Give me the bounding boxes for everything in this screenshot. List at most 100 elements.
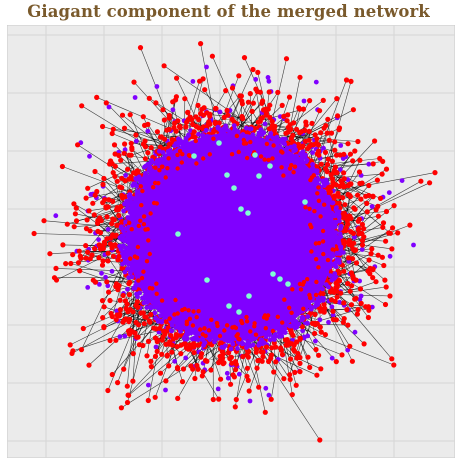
node-core [330,312,336,318]
node-core [329,355,335,361]
network-svg [7,25,455,458]
node-core [172,155,178,161]
node-periphery [252,321,257,326]
node-core [275,326,281,331]
node-periphery [324,161,331,168]
node-periphery [60,242,66,248]
node-periphery [320,228,326,234]
node-core [323,209,328,215]
node-periphery [333,152,340,158]
node-core [331,262,337,268]
node-periphery [297,281,303,287]
node-periphery [320,97,326,103]
node-periphery [174,75,180,81]
node-periphery [295,350,301,357]
node-periphery [180,307,185,313]
node-periphery [160,107,166,113]
node-periphery [322,165,329,172]
node-core [167,160,173,166]
node-periphery [157,144,163,150]
node-periphery [68,260,74,267]
node-periphery [287,376,293,382]
node-periphery [87,228,93,234]
node-core [106,104,112,110]
node-periphery [229,116,235,122]
node-core [399,178,405,184]
node-periphery [271,369,277,375]
node-core [310,183,316,189]
node-periphery [71,201,77,207]
node-periphery [83,195,89,201]
node-periphery [363,304,369,310]
node-periphery [174,344,180,350]
node-periphery [316,185,321,190]
node-hub [267,163,273,169]
node-core [313,79,319,85]
node-core [332,271,338,277]
node-periphery [163,319,169,325]
node-periphery [190,366,196,372]
node-periphery [322,149,329,155]
node-periphery [305,277,310,282]
node-core [369,204,375,209]
node-core [220,133,225,139]
node-periphery [126,319,132,325]
node-periphery [290,332,296,338]
node-periphery [142,144,149,150]
node-core [150,291,156,297]
node-periphery [236,73,242,79]
node-periphery [237,93,243,99]
node-periphery [47,251,53,257]
node-periphery [78,255,84,261]
node-periphery [314,164,320,170]
node-periphery [126,392,132,398]
node-periphery [315,191,320,196]
node-periphery [289,163,294,168]
node-periphery [171,124,177,131]
node-periphery [248,329,253,334]
chart-title: Giagant component of the merged network [27,2,430,21]
node-core [230,341,236,347]
node-hub [285,281,291,287]
node-periphery [85,185,91,191]
node-periphery [207,111,213,117]
node-core [411,242,416,248]
node-periphery [297,360,303,366]
node-core [327,244,332,250]
node-core [274,134,280,140]
node-periphery [365,314,371,321]
node-periphery [336,125,343,131]
node-periphery [317,108,323,114]
node-core [185,332,191,337]
node-core [135,268,141,273]
node-core [99,270,104,276]
node-periphery [136,322,142,328]
node-periphery [299,324,305,330]
node-core [125,215,131,220]
node-periphery [193,138,198,144]
node-periphery [317,324,323,330]
node-periphery [383,238,389,244]
node-periphery [230,325,235,330]
node-core [123,219,128,225]
node-periphery [222,328,227,333]
node-periphery [343,77,350,83]
node-periphery [355,307,361,313]
node-core [190,79,196,84]
node-core [337,299,342,305]
node-periphery [250,66,256,73]
node-periphery [100,181,106,188]
node-core [313,338,318,344]
node-periphery [366,257,372,263]
node-periphery [113,337,119,343]
node-periphery [67,342,73,348]
node-periphery [141,214,147,219]
node-hub [246,293,252,299]
node-core [327,273,333,278]
node-core [324,271,330,276]
node-core [324,205,330,211]
node-core [212,335,218,341]
node-core [160,150,166,155]
node-periphery [244,130,251,136]
node-core [151,176,157,182]
